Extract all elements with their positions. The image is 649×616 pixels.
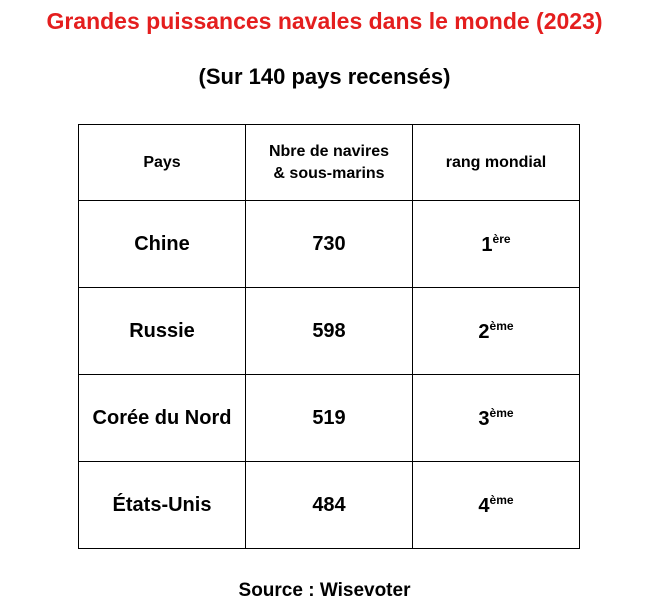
table-body: Chine 730 1ère Russie 598 2ème Corée du Nord 51…: [78, 200, 580, 549]
table: Pays Nbre de navires & sous-marins rang mo…: [78, 124, 580, 549]
rank-number: 1: [481, 233, 493, 256]
rank-cell: 4ème: [412, 461, 580, 549]
rank-suffix: ème: [489, 318, 514, 333]
subtitle: (Sur 140 pays recensés): [198, 64, 451, 89]
count-cell: 519: [245, 374, 413, 462]
country-cell: Chine: [78, 200, 246, 288]
rank-cell: 1ère: [412, 200, 580, 288]
rank-suffix: ère: [492, 231, 511, 246]
rank-number: 4: [478, 494, 490, 517]
rank-suffix: ème: [489, 492, 514, 507]
table-row: Chine 730 1ère: [78, 200, 580, 288]
country-cell: Corée du Nord: [78, 374, 246, 462]
table-row: Corée du Nord 519 3ème: [78, 374, 580, 462]
rank-suffix: ème: [489, 405, 514, 420]
count-cell: 598: [245, 287, 413, 375]
column-header-text: Nbre de navires & sous-marins: [268, 142, 390, 182]
table-row: États-Unis 484 4ème: [78, 461, 580, 549]
header-row: Pays Nbre de navires & sous-marins rang mo…: [78, 124, 580, 201]
rank-number: 3: [478, 407, 490, 430]
column-header-text: rang mondial: [445, 153, 547, 171]
country-cell: États-Unis: [78, 461, 246, 549]
country-cell: Russie: [78, 287, 246, 375]
column-header: Pays: [78, 124, 246, 201]
table-row: Russie 598 2ème: [78, 287, 580, 375]
source: Source : Wisevoter: [238, 580, 411, 601]
rank-number: 2: [478, 320, 490, 343]
rank-cell: 2ème: [412, 287, 580, 375]
column-header-text: Pays: [143, 153, 181, 171]
column-header: rang mondial: [412, 124, 580, 201]
column-header: Nbre de navires & sous-marins: [245, 124, 413, 201]
rank-cell: 3ème: [412, 374, 580, 462]
count-cell: 484: [245, 461, 413, 549]
title: Grandes puissances navales dans le monde…: [46, 8, 603, 34]
count-cell: 730: [245, 200, 413, 288]
